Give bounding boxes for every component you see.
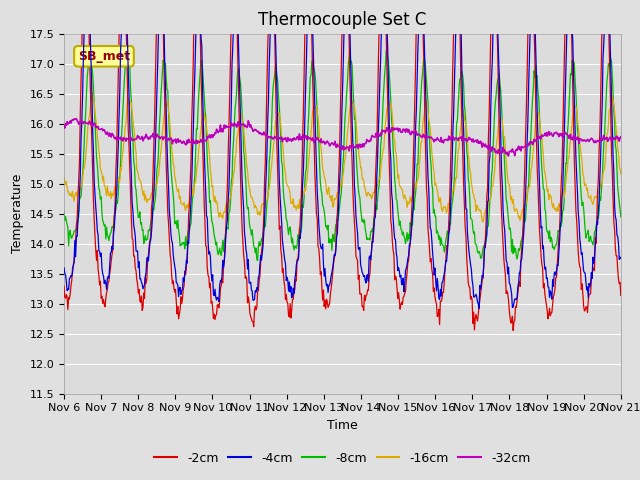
Title: Thermocouple Set C: Thermocouple Set C [258, 11, 427, 29]
Text: SB_met: SB_met [78, 50, 130, 63]
Y-axis label: Temperature: Temperature [11, 174, 24, 253]
X-axis label: Time: Time [327, 419, 358, 432]
Legend: -2cm, -4cm, -8cm, -16cm, -32cm: -2cm, -4cm, -8cm, -16cm, -32cm [150, 447, 535, 469]
